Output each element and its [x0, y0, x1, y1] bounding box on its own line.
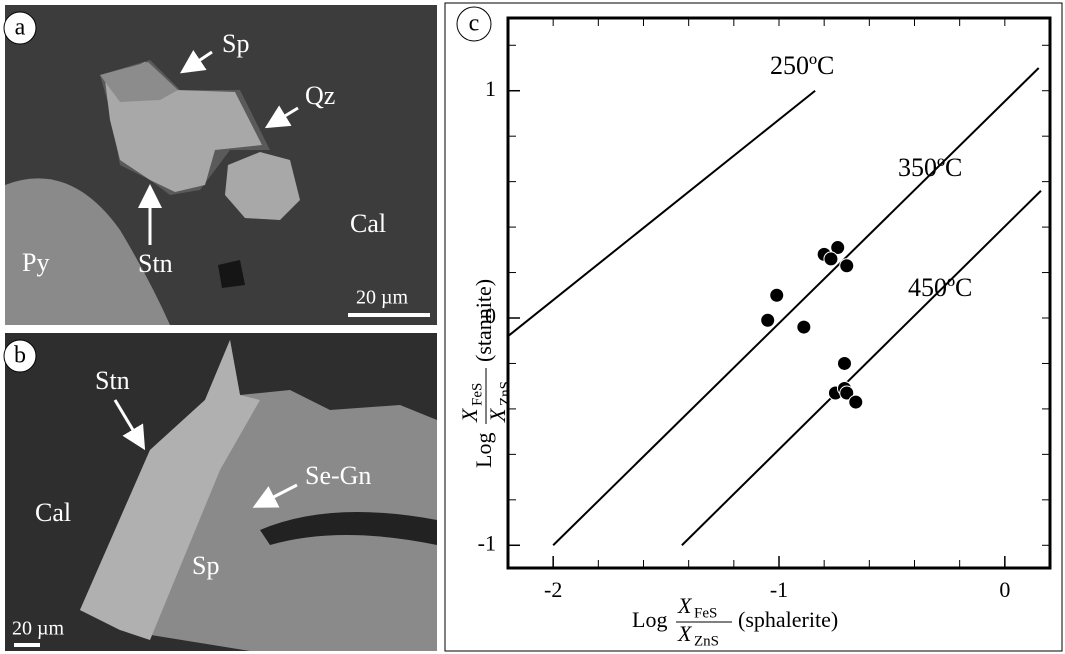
- panel-letter-circle: [3, 339, 37, 373]
- scale-bar: [348, 313, 430, 317]
- point: [848, 394, 864, 410]
- x-tick-label: -2: [544, 577, 562, 602]
- stannite: [80, 340, 260, 640]
- pit: [218, 260, 245, 288]
- point: [839, 385, 855, 401]
- axis-label-sub: ZnS: [694, 633, 719, 649]
- y-tick-label: 1: [485, 76, 496, 101]
- plot-frame: [506, 16, 1052, 570]
- sphalerite-grain: [100, 62, 178, 102]
- y-tick-label: -1: [478, 530, 496, 555]
- label: Cal: [350, 209, 386, 238]
- panel-letter-circle: [456, 6, 492, 42]
- axis-label-sub: FeS: [694, 605, 717, 621]
- panel-letter: a: [15, 15, 26, 41]
- isotherm: [552, 67, 1040, 546]
- axis-label-prefix: Log: [471, 433, 496, 468]
- label: Py: [22, 248, 49, 277]
- isotherm-label: 450ºC: [908, 273, 972, 302]
- point: [796, 319, 812, 335]
- label: Sp: [192, 551, 219, 580]
- axis-label-sub: ZnS: [497, 381, 513, 406]
- axis-label-var: X: [677, 621, 693, 646]
- grain: [225, 152, 300, 220]
- axis-label-var: X: [677, 593, 693, 618]
- label: Stn: [95, 366, 130, 395]
- point: [836, 355, 852, 371]
- panel-b: b Stn Se-Gn Cal Sp 20 µm: [3, 333, 437, 651]
- panel-letter-circle: [3, 11, 37, 45]
- panel-letter: c: [469, 11, 480, 37]
- isotherm-label: 250ºC: [770, 51, 834, 80]
- point: [769, 287, 785, 303]
- label: Se-Gn: [305, 461, 371, 490]
- point: [823, 251, 839, 267]
- axis-label-suffix: (stannite): [471, 279, 496, 362]
- panel-a: a Sp Qz Cal Py Stn 20 µm: [3, 5, 437, 325]
- axis-label-var: X: [457, 407, 482, 423]
- x-tick-label: 0: [999, 577, 1010, 602]
- scale-label: 20 µm: [12, 618, 65, 640]
- label: Qz: [305, 81, 335, 110]
- isotherm: [508, 89, 816, 337]
- scale-bar: [14, 643, 40, 647]
- pyrite: [5, 178, 170, 325]
- panel-border: [444, 2, 1063, 652]
- isotherm-label: 350ºC: [898, 153, 962, 182]
- crack: [260, 512, 437, 545]
- x-tick-label: -1: [770, 577, 788, 602]
- label: Stn: [138, 249, 173, 278]
- point: [760, 312, 776, 328]
- axis-label-suffix: (sphalerite): [738, 607, 838, 632]
- y-tick-label: 0: [485, 303, 496, 328]
- isotherm: [681, 190, 1042, 546]
- point: [830, 240, 846, 256]
- label: Cal: [35, 498, 71, 527]
- panel-letter: b: [14, 343, 26, 369]
- axis-label-var: X: [485, 407, 510, 423]
- scale-label: 20 µm: [356, 287, 409, 309]
- label: Sp: [222, 29, 249, 58]
- point: [839, 258, 855, 274]
- axis-label-sub: FeS: [469, 383, 485, 406]
- axis-label-prefix: Log: [632, 607, 667, 632]
